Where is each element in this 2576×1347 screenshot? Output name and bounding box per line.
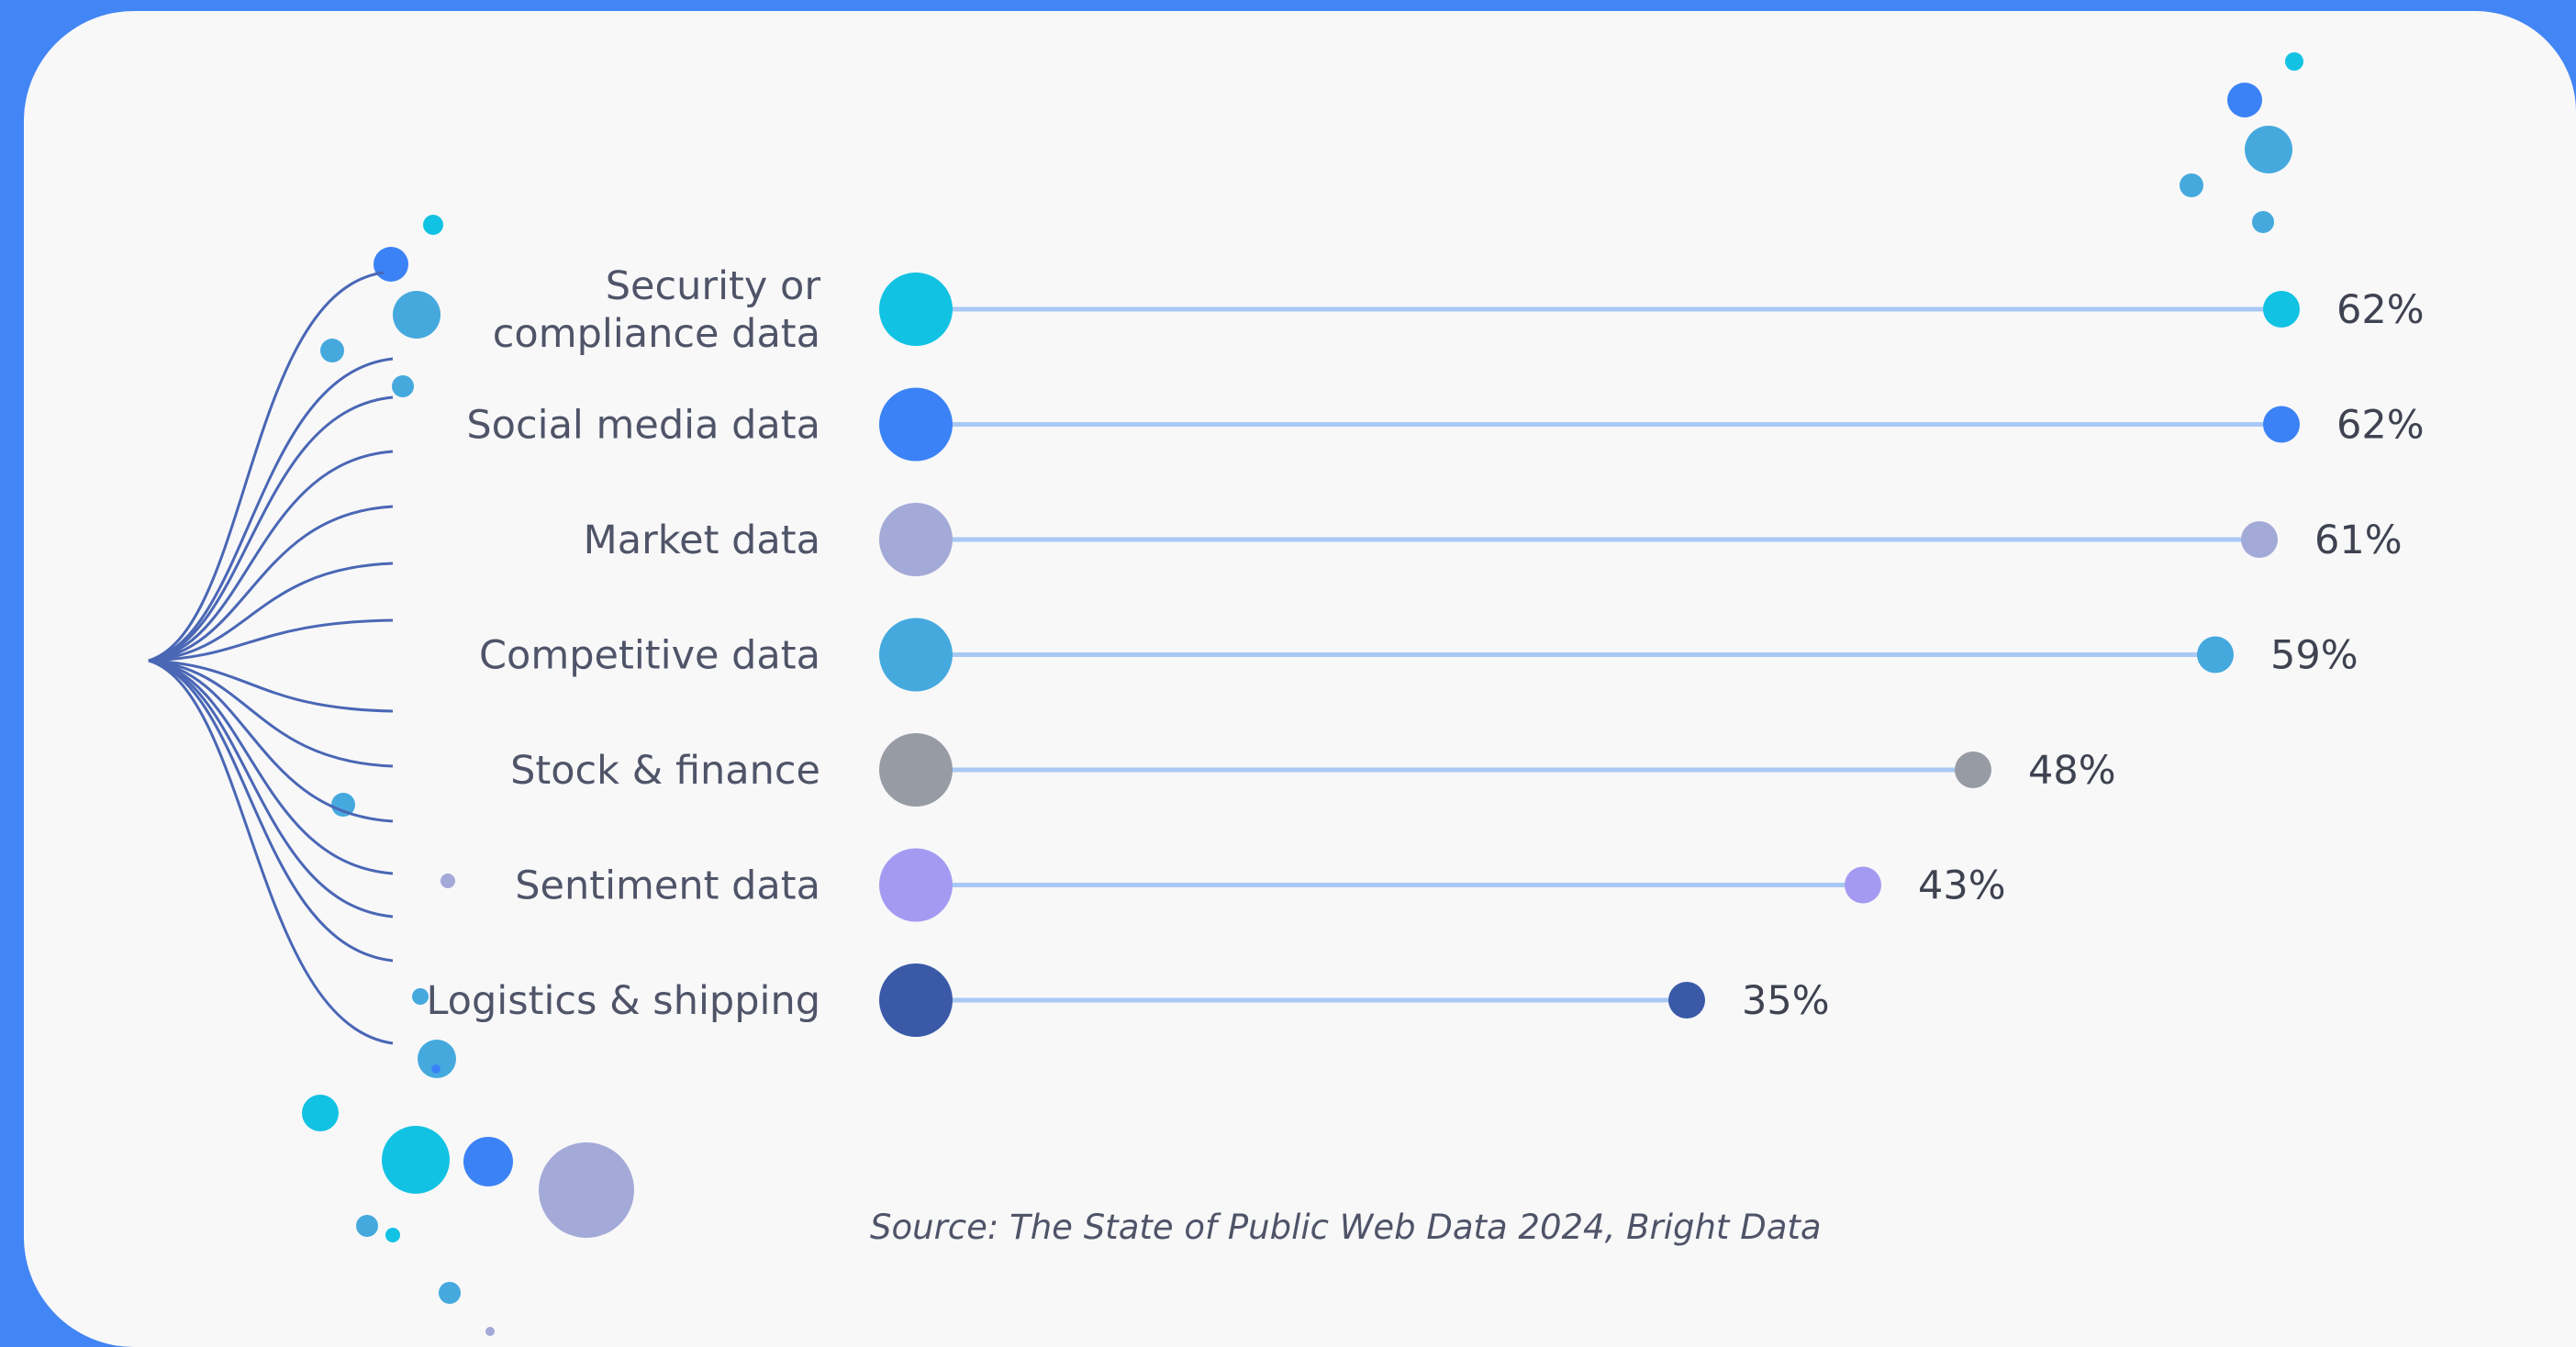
category-dot (879, 387, 953, 462)
decorative-bubble (385, 1228, 400, 1242)
category-label: Logistics & shipping (426, 978, 820, 1024)
fan-curve (148, 659, 394, 768)
category-dot (879, 848, 953, 922)
fan-curve (148, 271, 385, 662)
decorative-bubble (439, 1282, 461, 1304)
chart-card: 62% Security or compliance data 62% Social m… (24, 11, 2576, 1347)
decorative-bubble (539, 1142, 634, 1238)
category-label: Sentiment data (515, 863, 820, 909)
value-dot (2263, 406, 2300, 443)
decorative-bubble (374, 247, 408, 282)
decorative-fan-lines (148, 271, 394, 1045)
category-label: Market data (584, 518, 820, 563)
decorative-bubbles (302, 52, 2303, 1336)
source-note: Source: The State of Public Web Data 202… (870, 1208, 1822, 1247)
value-dot (1845, 866, 1881, 904)
category-label: Security or (606, 263, 821, 309)
value-label: 59% (2270, 633, 2359, 679)
value-label: 62% (2336, 403, 2425, 449)
fan-curve (148, 659, 394, 823)
category-label: Social media data (466, 403, 820, 449)
decorative-bubble (2252, 211, 2274, 233)
value-label: 61% (2314, 518, 2403, 563)
fan-curve (148, 659, 394, 875)
decorative-bubble (418, 1040, 456, 1078)
decorative-bubble (302, 1095, 339, 1131)
decorative-bubble (412, 988, 429, 1005)
value-label: 48% (2028, 748, 2116, 794)
category-dot (879, 503, 953, 576)
decorative-bubble (382, 1126, 450, 1194)
value-dot (1955, 751, 1991, 788)
fan-curve (148, 562, 394, 662)
category-dot (879, 963, 953, 1037)
value-label: 62% (2336, 287, 2425, 333)
category-dot (879, 733, 953, 807)
fan-curve (148, 618, 394, 662)
value-dot (1668, 982, 1705, 1019)
category-label: Stock & finance (510, 748, 820, 794)
decorative-bubble (485, 1327, 495, 1336)
value-dot (2241, 521, 2278, 558)
decorative-bubble (331, 793, 355, 817)
category-label: compliance data (493, 311, 820, 357)
decorative-bubble (2285, 52, 2303, 71)
decorative-bubble (392, 375, 414, 397)
fan-curve (148, 659, 394, 713)
value-dot (2197, 636, 2234, 674)
fan-curve (148, 505, 394, 662)
fan-curve (148, 450, 394, 662)
decorative-bubble (2180, 173, 2203, 197)
decorative-bubble (463, 1137, 513, 1186)
decorative-bubble (2227, 83, 2262, 117)
decorative-bubble (423, 215, 443, 235)
fan-curve (148, 357, 394, 662)
decorative-bubble (393, 291, 440, 339)
decorative-bubble (320, 339, 344, 362)
fan-curve (148, 659, 394, 1045)
fan-curve (148, 659, 394, 963)
category-dot (879, 618, 953, 692)
decorative-bubble (356, 1215, 378, 1237)
decorative-bubble (2245, 126, 2292, 173)
decorative-bubble (431, 1064, 440, 1074)
category-dot (879, 273, 953, 346)
value-label: 43% (1918, 863, 2006, 909)
category-label: Competitive data (479, 633, 820, 679)
value-label: 35% (1742, 978, 1830, 1024)
fan-curve (148, 395, 394, 662)
value-dot (2263, 291, 2300, 328)
decorative-bubble (440, 874, 455, 888)
fan-curve (148, 659, 394, 918)
